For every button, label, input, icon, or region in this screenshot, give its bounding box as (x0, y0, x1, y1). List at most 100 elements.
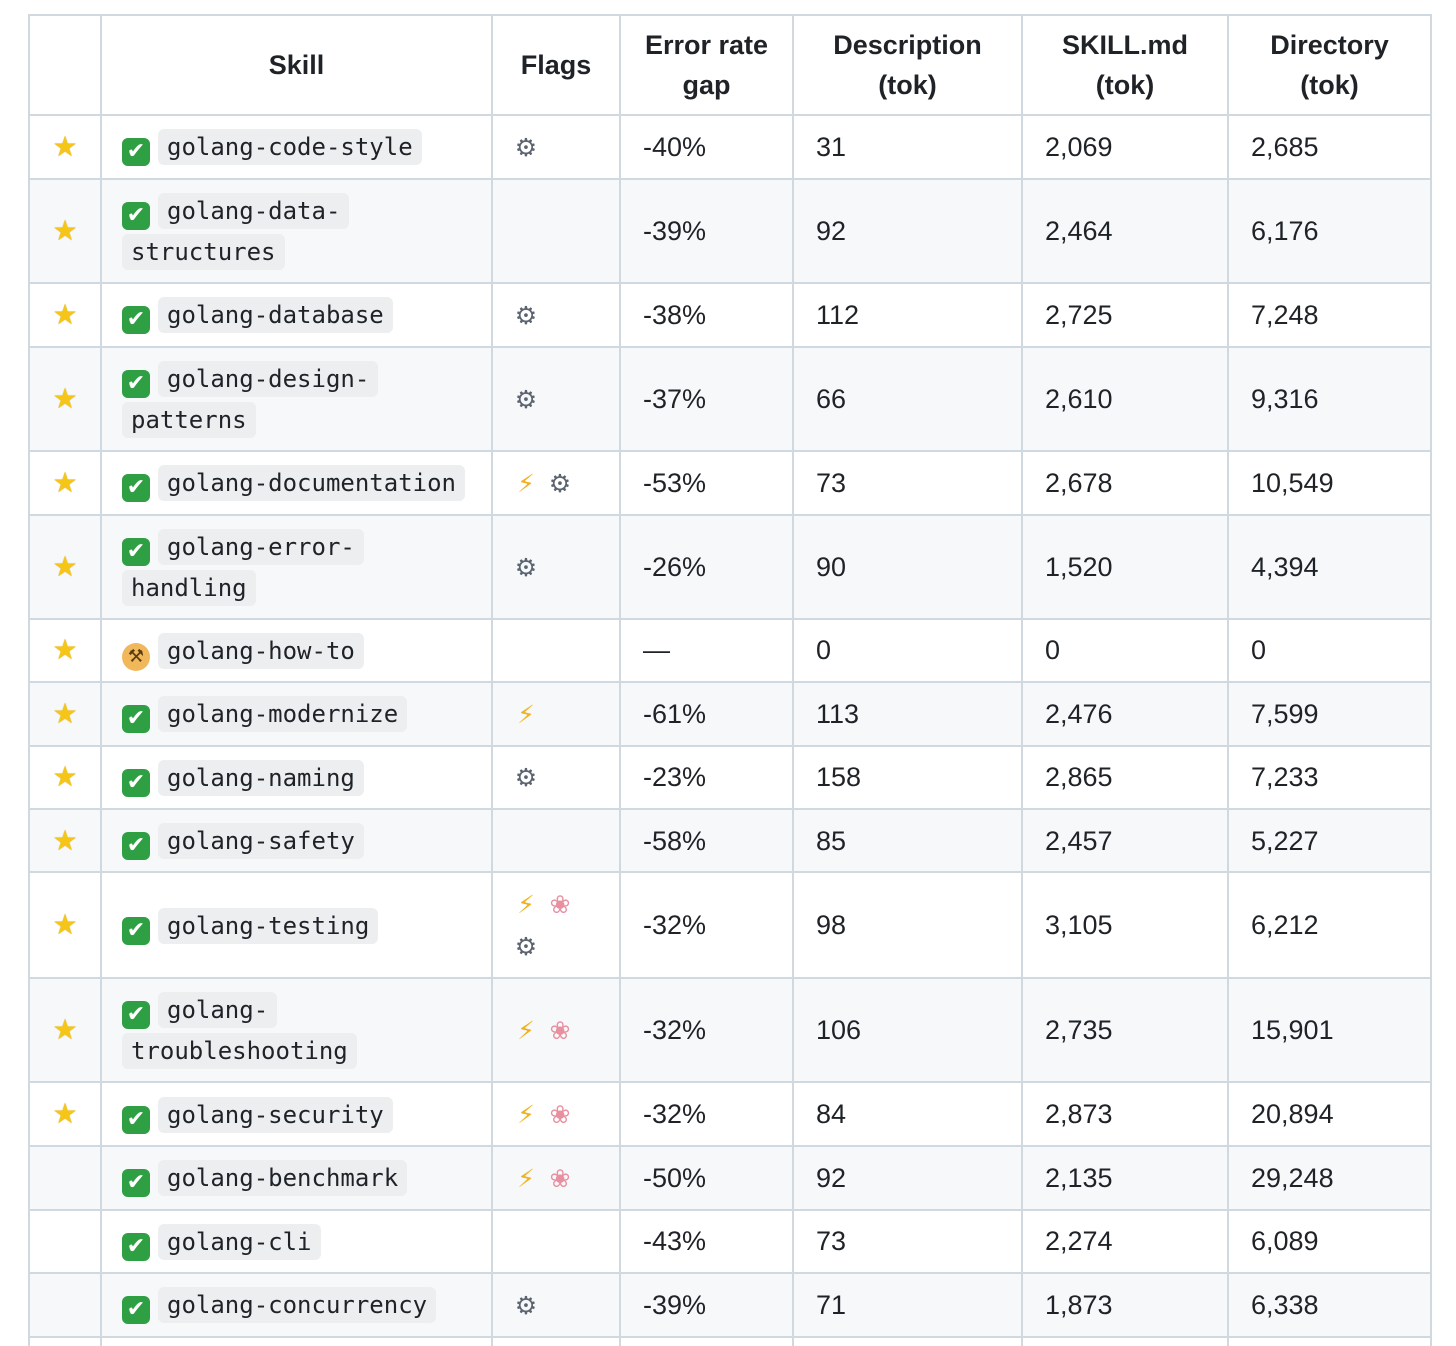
table-row: ★ ✔ golang-security ⚡ ❀ -32% 84 2,873 20,894 (28, 1081, 1432, 1147)
table-row: ★ ✔ golang-design-patterns ⚙ -37% 66 2,610 9,31… (28, 345, 1432, 452)
brain-icon: ❀ (549, 1016, 571, 1046)
table-header: Skill Flags Error rate gap Description (… (28, 14, 1432, 116)
flags-cell: ⚡ (491, 680, 621, 747)
star-icon: ★ (52, 696, 78, 730)
header-description-line1: Description (833, 30, 982, 60)
skill-name: golang-design-patterns (122, 360, 379, 438)
header-directory-line2: (tok) (1300, 70, 1359, 100)
skill-cell: ✔ golang-cli (100, 1208, 493, 1274)
description-tok-cell: 112 (792, 281, 1023, 348)
skill-md-tok-cell: 2,464 (1021, 177, 1229, 284)
gear-icon: ⚙ (514, 384, 538, 414)
directory-tok-cell: 7,233 (1227, 744, 1432, 811)
check-mark-icon: ✔ (122, 306, 150, 335)
header-description-tok: Description (tok) (792, 14, 1023, 116)
check-mark-icon: ✔ (122, 1105, 150, 1134)
star-cell: ★ (28, 1081, 102, 1147)
star-cell: ★ (28, 345, 102, 452)
directory-tok-cell: 6,212 (1227, 871, 1432, 980)
skill-cell: ✔ golang-concurrency (100, 1271, 493, 1338)
directory-tok-cell: 6,089 (1227, 1208, 1432, 1274)
table-row: ★ ✔ golang-documentation ⚡ ⚙ -53% 73 2,678 10,54… (28, 449, 1432, 516)
star-icon: ★ (52, 381, 78, 415)
skill-name: golang-database (158, 297, 393, 334)
star-cell: ★ (28, 977, 102, 1084)
header-error-rate-line1: Error rate (644, 30, 769, 60)
error-rate-gap-cell: -37% (619, 345, 794, 452)
error-rate-gap-cell: -40% (619, 114, 794, 180)
star-icon: ★ (52, 549, 78, 583)
check-mark-icon: ✔ (122, 201, 150, 230)
skill-name: golang-benchmark (158, 1160, 408, 1197)
skill-name: golang-troubleshooting (122, 992, 357, 1070)
table-row-partial (28, 1335, 1432, 1346)
directory-tok-cell: 15,901 (1227, 977, 1432, 1084)
table-row: ★ ✔ golang-modernize ⚡ -61% 113 2,476 7,599 (28, 680, 1432, 747)
star-icon: ★ (52, 908, 78, 942)
description-tok-cell: 0 (792, 617, 1023, 683)
skill-md-tok-cell: 2,735 (1021, 977, 1229, 1084)
star-icon: ★ (52, 1097, 78, 1131)
check-mark-icon: ✔ (122, 705, 150, 734)
skills-table-container: Skill Flags Error rate gap Description (… (28, 14, 1432, 1346)
check-mark-icon: ✔ (122, 1001, 150, 1030)
check-mark-icon: ✔ (122, 138, 150, 167)
lightning-icon: ⚡ (517, 1016, 535, 1046)
skill-cell: ✔ golang-error-handling (100, 513, 493, 620)
table-row: ★ ✔ golang-testing ⚡ ❀ ⚙ -32% 98 3,105 6,212 (28, 871, 1432, 980)
skill-cell: ✔ golang-safety (100, 808, 493, 874)
header-error-rate-line2: gap (682, 70, 731, 100)
table-row: ★ ✔ golang-database ⚙ -38% 112 2,725 7,248 (28, 281, 1432, 348)
flags-cell: ⚡ ❀ ⚙ (491, 871, 621, 980)
error-rate-gap-cell: -61% (619, 680, 794, 747)
partial-cell (491, 1335, 621, 1346)
directory-tok-cell: 2,685 (1227, 114, 1432, 180)
error-rate-gap-cell: -58% (619, 808, 794, 874)
flags-cell: ⚙ (491, 513, 621, 620)
star-icon: ★ (52, 129, 78, 163)
table-row: ✔ golang-benchmark ⚡ ❀ -50% 92 2,135 29,248 (28, 1145, 1432, 1211)
directory-tok-cell: 29,248 (1227, 1145, 1432, 1211)
star-icon: ★ (52, 760, 78, 794)
check-mark-icon: ✔ (122, 474, 150, 503)
star-cell (28, 1145, 102, 1211)
directory-tok-cell: 6,338 (1227, 1271, 1432, 1338)
flags-cell: ⚙ (491, 114, 621, 180)
flags-cell (491, 808, 621, 874)
star-cell: ★ (28, 744, 102, 811)
description-tok-cell: 158 (792, 744, 1023, 811)
skill-md-tok-cell: 2,610 (1021, 345, 1229, 452)
skill-cell: ⚒ golang-how-to (100, 617, 493, 683)
table-row: ★ ✔ golang-naming ⚙ -23% 158 2,865 7,233 (28, 744, 1432, 811)
skill-md-tok-cell: 2,274 (1021, 1208, 1229, 1274)
skill-cell: ✔ golang-documentation (100, 449, 493, 516)
skill-md-tok-cell: 3,105 (1021, 871, 1229, 980)
skill-name: golang-data-structures (122, 192, 350, 270)
flags-cell (491, 617, 621, 683)
error-rate-gap-cell: -39% (619, 1271, 794, 1338)
skill-name: golang-modernize (158, 696, 408, 733)
error-rate-gap-cell: -39% (619, 177, 794, 284)
skill-md-tok-cell: 2,865 (1021, 744, 1229, 811)
error-rate-gap-cell: -53% (619, 449, 794, 516)
partial-cell (792, 1335, 1023, 1346)
flags-cell: ⚡ ❀ (491, 1145, 621, 1211)
error-rate-gap-cell: -32% (619, 871, 794, 980)
skill-md-tok-cell: 2,873 (1021, 1081, 1229, 1147)
lightning-icon: ⚡ (517, 890, 535, 920)
description-tok-cell: 73 (792, 1208, 1023, 1274)
check-mark-icon: ✔ (122, 369, 150, 398)
skill-name: golang-naming (158, 759, 364, 796)
flags-cell: ⚡ ❀ (491, 977, 621, 1084)
skill-md-tok-cell: 2,135 (1021, 1145, 1229, 1211)
skill-cell: ✔ golang-code-style (100, 114, 493, 180)
lightning-icon: ⚡ (517, 699, 535, 729)
description-tok-cell: 92 (792, 177, 1023, 284)
construction-worker-icon: ⚒ (122, 642, 150, 671)
table-row: ★ ✔ golang-error-handling ⚙ -26% 90 1,520 4,394 (28, 513, 1432, 620)
gear-icon: ⚙ (514, 300, 538, 330)
description-tok-cell: 90 (792, 513, 1023, 620)
header-skill-md-tok: SKILL.md (tok) (1021, 14, 1229, 116)
table-row: ★ ✔ golang-troubleshooting ⚡ ❀ -32% 106 2,735 15… (28, 977, 1432, 1084)
partial-cell (1227, 1335, 1432, 1346)
